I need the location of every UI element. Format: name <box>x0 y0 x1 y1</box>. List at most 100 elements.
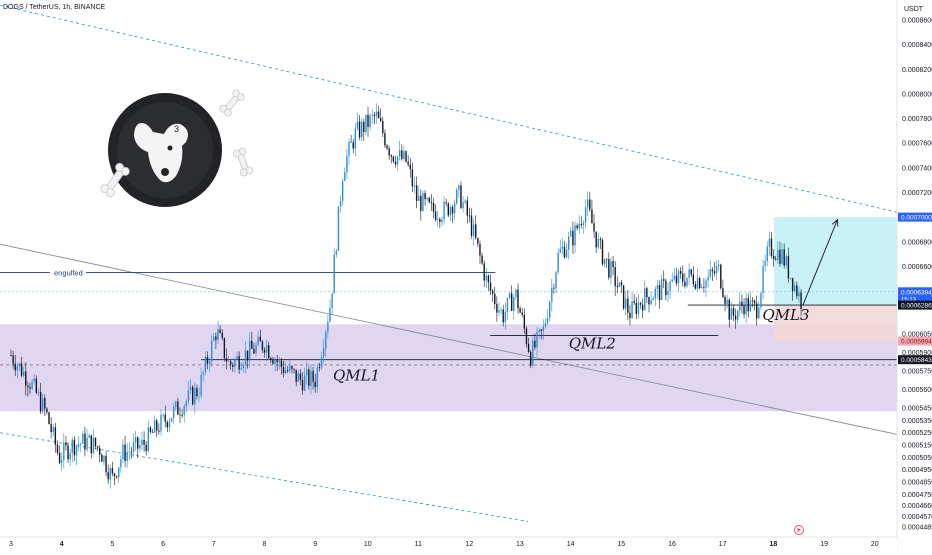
candle-down <box>553 287 555 289</box>
candle-down <box>475 224 477 238</box>
candle-down <box>29 387 31 389</box>
candle-down <box>447 203 449 216</box>
candle-up <box>515 289 517 298</box>
candle-up <box>371 114 373 116</box>
time-tick-label: 17 <box>719 541 727 548</box>
candle-down <box>601 240 604 265</box>
candle-down <box>151 431 154 433</box>
candle-down <box>487 275 490 283</box>
candle-up <box>730 308 733 320</box>
candle-down <box>261 341 264 350</box>
candle-down <box>39 391 42 412</box>
time-tick-label: 13 <box>516 541 524 548</box>
candle-up <box>265 345 268 353</box>
candle-up <box>16 365 19 371</box>
candle-down <box>572 230 574 246</box>
candle-up <box>18 363 21 366</box>
price-badge-label: 0.0005843 <box>901 357 932 364</box>
candle-up <box>284 370 287 374</box>
dog-eye-icon <box>167 145 173 151</box>
candle-up <box>147 427 150 451</box>
candle-up <box>360 121 363 138</box>
candle-up <box>244 350 247 365</box>
candle-up <box>506 297 509 312</box>
candle-up <box>758 307 760 319</box>
candle-up <box>777 249 779 260</box>
candle-down <box>439 219 441 222</box>
candle-down <box>432 202 435 212</box>
candle-down <box>477 237 479 244</box>
candle-down <box>382 121 384 134</box>
price-tick-label: 0.0006050 <box>902 332 932 339</box>
candle-down <box>646 288 648 298</box>
time-tick-label: 6 <box>161 541 165 548</box>
price-tick-label: 0.0008600 <box>902 18 932 25</box>
candle-up <box>472 224 475 237</box>
replay-icon[interactable] <box>794 525 804 535</box>
candle-down <box>181 414 183 416</box>
candle-up <box>303 375 306 391</box>
time-tick-label: 11 <box>415 541 422 548</box>
candle-up <box>504 311 507 323</box>
candle-up <box>306 369 308 376</box>
price-badge <box>898 212 932 222</box>
candles-layer <box>10 103 802 489</box>
candle-down <box>639 302 642 305</box>
candle-up <box>341 180 344 202</box>
candle-down <box>272 359 274 364</box>
candle-up <box>168 421 171 428</box>
candle-down <box>314 381 316 388</box>
candle-up <box>320 357 323 368</box>
candle-down <box>312 370 314 382</box>
candle-down <box>107 472 109 480</box>
candle-down <box>694 284 697 289</box>
candle-down <box>682 273 684 282</box>
candle-down <box>352 142 354 149</box>
candle-up <box>153 420 156 433</box>
candle-up <box>762 265 764 294</box>
candle-down <box>540 329 542 331</box>
candle-down <box>468 215 471 217</box>
candle-up <box>453 203 456 214</box>
price-axis[interactable]: 0.0008600 0.0008400 0.0008200 0.0008000 0.00… <box>902 18 932 532</box>
annotations-layer: engulfed QML1 QML2 QML3 <box>50 218 839 385</box>
candle-down <box>158 430 160 432</box>
candle-up <box>170 418 173 422</box>
price-tick-label: 0.0004660 <box>902 503 932 510</box>
candle-up <box>333 254 335 294</box>
candle-down <box>90 435 92 454</box>
candle-up <box>204 356 207 373</box>
candle-down <box>525 328 528 344</box>
time-axis[interactable]: 3 4 5 6 7 8 9 10 11 12 13 14 15 16 17 18 19 20 <box>9 541 879 548</box>
candle-up <box>677 271 680 284</box>
candle-down <box>388 148 390 156</box>
candle-down <box>221 332 223 338</box>
candle-up <box>673 275 676 280</box>
candle-up <box>160 414 162 432</box>
candle-up <box>418 195 420 201</box>
candle-up <box>325 332 327 349</box>
candle-up <box>327 321 329 333</box>
candle-down <box>534 340 536 348</box>
candle-down <box>608 258 610 278</box>
candle-down <box>460 185 462 208</box>
candle-up <box>175 401 177 407</box>
candle-up <box>485 275 488 281</box>
candle-down <box>593 223 595 232</box>
candle-up <box>257 336 259 346</box>
candle-down <box>599 239 602 241</box>
candle-up <box>749 300 752 312</box>
currency-label: USDT <box>904 6 924 13</box>
candle-up <box>582 222 585 226</box>
candle-up <box>310 370 312 386</box>
price-badge-label: 0.0005994 <box>901 339 932 346</box>
candle-up <box>61 460 63 463</box>
price-tick-label: 0.0005350 <box>902 418 932 425</box>
candle-down <box>130 451 133 453</box>
candle-up <box>189 387 192 391</box>
time-tick-label: 16 <box>668 541 676 548</box>
candle-up <box>202 372 204 375</box>
candle-down <box>367 114 369 128</box>
